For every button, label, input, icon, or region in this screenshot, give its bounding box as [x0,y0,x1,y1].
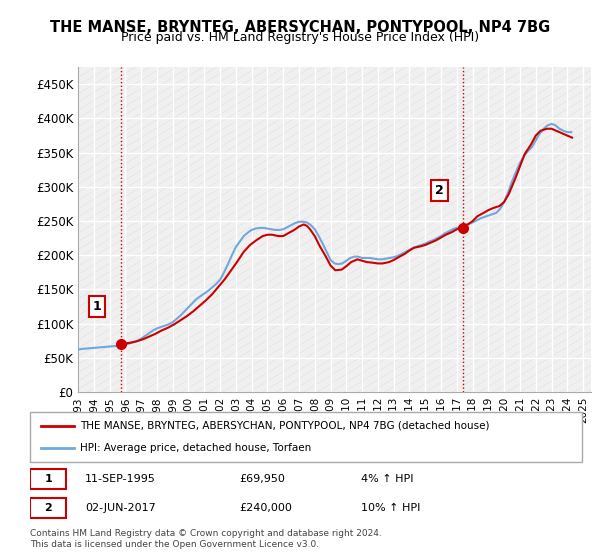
Text: £240,000: £240,000 [240,503,293,514]
FancyBboxPatch shape [30,412,582,462]
Text: 1: 1 [44,474,52,484]
Text: Price paid vs. HM Land Registry's House Price Index (HPI): Price paid vs. HM Land Registry's House … [121,31,479,44]
Text: THE MANSE, BRYNTEG, ABERSYCHAN, PONTYPOOL, NP4 7BG (detached house): THE MANSE, BRYNTEG, ABERSYCHAN, PONTYPOO… [80,421,489,431]
Text: 2: 2 [44,503,52,514]
FancyBboxPatch shape [30,498,66,519]
Text: THE MANSE, BRYNTEG, ABERSYCHAN, PONTYPOOL, NP4 7BG: THE MANSE, BRYNTEG, ABERSYCHAN, PONTYPOO… [50,20,550,35]
Text: 10% ↑ HPI: 10% ↑ HPI [361,503,421,514]
Text: 1: 1 [92,300,101,313]
Text: Contains HM Land Registry data © Crown copyright and database right 2024.
This d: Contains HM Land Registry data © Crown c… [30,529,382,549]
Text: 11-SEP-1995: 11-SEP-1995 [85,474,156,484]
Text: 2: 2 [435,184,444,197]
Text: HPI: Average price, detached house, Torfaen: HPI: Average price, detached house, Torf… [80,443,311,453]
Text: 4% ↑ HPI: 4% ↑ HPI [361,474,414,484]
FancyBboxPatch shape [30,469,66,489]
Text: £69,950: £69,950 [240,474,286,484]
Text: 02-JUN-2017: 02-JUN-2017 [85,503,156,514]
